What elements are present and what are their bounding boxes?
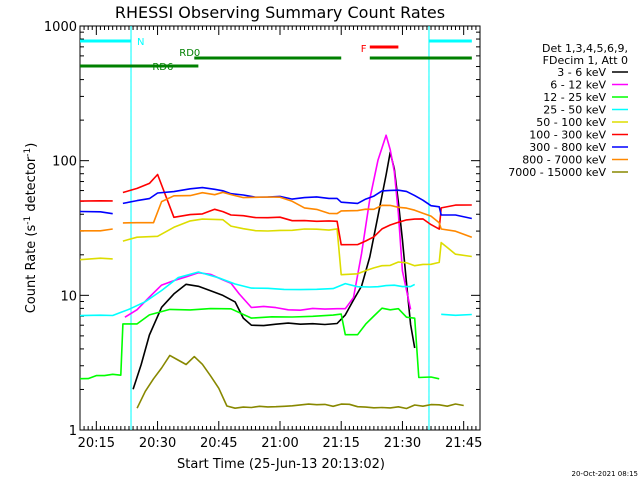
legend-label-0: 3 - 6 keV <box>557 66 606 79</box>
y-axis-label: Count Rate (s-1 detector-1) <box>23 143 39 314</box>
y-axis-label-mid: detector <box>24 156 39 216</box>
axes: 1 10 100 1000 20:15 20:30 20:45 21:00 21:15 21:30… <box>44 20 483 451</box>
legend-label-4: 50 - 100 keV <box>536 116 606 129</box>
x-tick-label: 21:30 <box>384 436 421 451</box>
x-axis-label: Start Time (25-Jun-13 20:13:02) <box>177 457 385 472</box>
night-flag-label: N <box>137 37 144 48</box>
x-tick-label: 20:30 <box>139 436 176 451</box>
y-axis-label-sup2: -1 <box>23 148 33 157</box>
y-tick-label: 10 <box>60 289 77 304</box>
legend-label-3: 25 - 50 keV <box>543 104 606 117</box>
x-tick-label: 21:45 <box>445 436 482 451</box>
series-line-1 <box>124 134 412 318</box>
x-tick-label: 20:15 <box>78 436 115 451</box>
legend-label-2: 12 - 25 keV <box>543 91 606 104</box>
y-tick-label: 1 <box>69 424 77 439</box>
legend-header-0: Det 1,3,4,5,6,9, <box>542 42 628 55</box>
x-tick-label: 21:15 <box>322 436 359 451</box>
series-group <box>79 134 473 410</box>
chart-title: RHESSI Observing Summary Count Rates <box>115 3 445 22</box>
legend-label-5: 100 - 300 keV <box>529 129 606 142</box>
series-line-7 <box>80 191 473 239</box>
series-line-3 <box>79 271 472 317</box>
y-axis-label-end: ) <box>24 143 39 148</box>
series-line-5 <box>79 173 472 246</box>
y-axis-label-sup1: -1 <box>23 216 33 225</box>
y-axis-label-main: Count Rate (s <box>24 225 39 314</box>
flags: N F RD0 RD6 <box>80 37 472 73</box>
legend-label-8: 7000 - 15000 keV <box>508 166 606 179</box>
y-tick-label: 1000 <box>44 20 77 35</box>
legend-label-6: 300 - 800 keV <box>529 141 606 154</box>
legend-header-1: FDecim 1, Att 0 <box>543 54 628 67</box>
legend: Det 1,3,4,5,6,9,FDecim 1, Att 03 - 6 keV… <box>508 42 628 179</box>
x-tick-label: 21:00 <box>261 436 298 451</box>
y-tick-label: 100 <box>52 155 77 170</box>
legend-label-1: 6 - 12 keV <box>550 79 606 92</box>
series-line-8 <box>136 354 464 410</box>
rd0-flag-label: RD0 <box>179 48 200 59</box>
series-line-6 <box>79 186 472 220</box>
legend-label-7: 800 - 7000 keV <box>522 154 606 167</box>
svg-text:Count Rate (s-1 detector-1): Count Rate (s-1 detector-1) <box>23 143 39 314</box>
x-tick-label: 20:45 <box>200 436 237 451</box>
timestamp: 20-Oct-2021 08:15 <box>572 470 638 478</box>
series-line-2 <box>79 307 440 380</box>
series-line-4 <box>79 218 472 276</box>
flare-flag-label: F <box>361 44 367 55</box>
rd6-flag-label: RD6 <box>152 62 173 73</box>
